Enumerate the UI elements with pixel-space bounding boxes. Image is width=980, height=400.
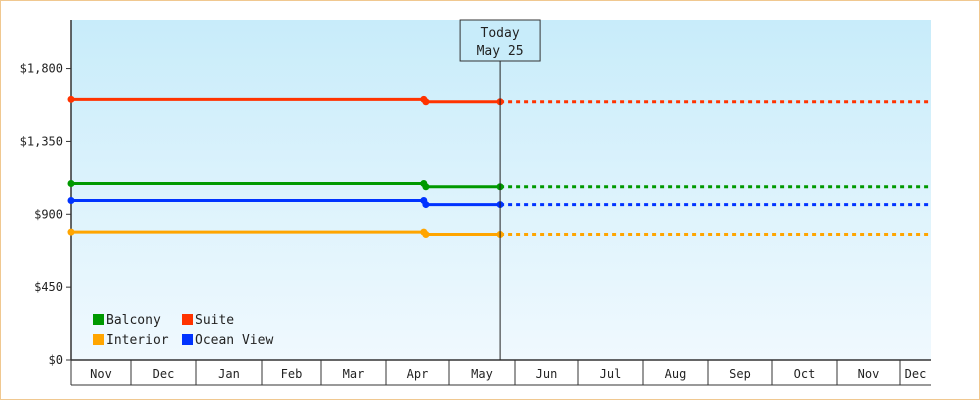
x-tick-label: Oct [794, 367, 816, 381]
series-point [67, 228, 75, 236]
x-axis: Nov Dec Jan Feb Mar Apr May Jun Jul Aug Sep Oct Nov D… [70, 359, 931, 386]
series-point [67, 180, 75, 188]
legend-swatch [182, 314, 193, 325]
legend-swatch [93, 334, 104, 345]
legend: Balcony Suite Interior Ocean View [93, 313, 273, 348]
series-point [422, 231, 430, 239]
legend-label: Suite [195, 313, 234, 328]
x-tick-label: Sep [729, 367, 751, 381]
series-point [422, 183, 430, 191]
x-tick-label: May [471, 367, 493, 381]
legend-label: Balcony [106, 313, 161, 328]
today-box [459, 19, 541, 62]
y-tick-label: $900 [34, 207, 63, 221]
x-tick-label: Dec [905, 367, 927, 381]
y-tick-label: $450 [34, 280, 63, 294]
x-tick-label: Nov [858, 367, 880, 381]
series-point [67, 197, 75, 205]
y-tick-label: $1,350 [20, 134, 63, 148]
series-point [67, 95, 75, 103]
today-date: May 25 [477, 44, 524, 59]
x-tick-label: Jun [536, 367, 558, 381]
today-label: Today [481, 26, 520, 41]
x-tick-label: Mar [343, 367, 365, 381]
series-point [422, 201, 430, 209]
y-axis: $0 $450 $900 $1,350 $1,800 [20, 20, 72, 367]
legend-label: Interior [106, 333, 169, 348]
x-tick-label: Jan [218, 367, 240, 381]
series-group [67, 95, 930, 239]
x-tick-label: Nov [90, 367, 112, 381]
x-tick-label: Dec [153, 367, 175, 381]
x-tick-label: Apr [407, 367, 429, 381]
x-tick-label: Feb [281, 367, 303, 381]
legend-swatch [93, 314, 104, 325]
series-point [422, 98, 430, 106]
legend-label: Ocean View [195, 333, 273, 348]
y-tick-label: $0 [49, 353, 63, 367]
x-tick-label: Aug [665, 367, 687, 381]
legend-swatch [182, 334, 193, 345]
today-marker: Today May 25 [459, 19, 541, 360]
x-tick-label: Jul [600, 367, 622, 381]
y-tick-label: $1,800 [20, 62, 63, 76]
